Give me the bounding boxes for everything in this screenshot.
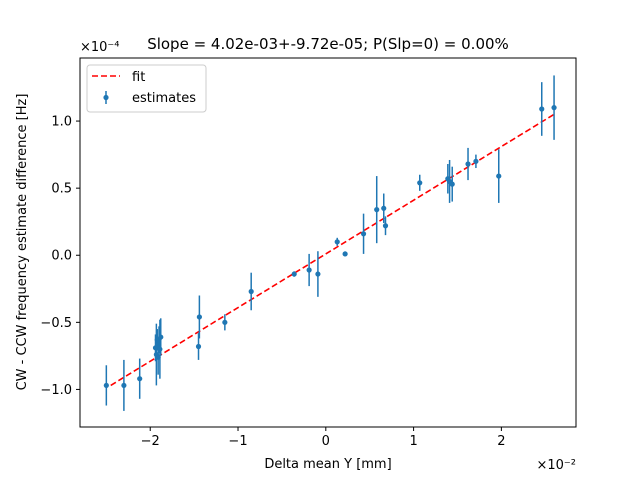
x-axis-ticks: −2 −1 0 1 2 — [141, 427, 506, 449]
x-axis-offset-label: ×10⁻² — [536, 458, 576, 473]
estimate-point — [291, 271, 297, 277]
estimate-point — [222, 319, 228, 325]
y-tick-label: −0.5 — [40, 316, 72, 331]
plot-area — [80, 58, 576, 427]
estimate-point — [121, 382, 127, 389]
estimate-point — [382, 223, 389, 229]
estimate-point — [196, 314, 202, 320]
y-axis-label: CW - CCW frequency estimate difference [… — [15, 94, 30, 391]
y-axis-ticks: −1.0 −0.5 0.0 0.5 1.0 — [40, 115, 80, 398]
x-axis-label: Delta mean Y [mm] — [264, 457, 391, 472]
estimate-point — [137, 376, 143, 382]
fit-line-layer — [110, 113, 555, 387]
estimate-point — [417, 180, 423, 186]
legend: fit estimates — [86, 64, 207, 113]
fit-line — [110, 113, 555, 387]
chart-title: Slope = 4.02e-03+-9.72e-05; P(Slp=0) = 0… — [147, 35, 509, 53]
y-tick-label: 0.0 — [51, 249, 72, 264]
x-tick-label: 1 — [409, 434, 417, 449]
estimate-point — [195, 343, 202, 350]
estimate-point — [449, 181, 455, 187]
x-tick-label: −1 — [228, 434, 247, 449]
estimate-point — [315, 271, 321, 277]
estimate-point — [381, 205, 387, 211]
estimate-point — [551, 105, 557, 111]
x-tick-label: 2 — [497, 434, 505, 449]
estimate-point — [306, 267, 312, 273]
y-tick-label: −1.0 — [40, 383, 72, 398]
estimate-point — [374, 207, 380, 213]
estimate-point — [360, 231, 367, 237]
x-tick-label: 0 — [322, 434, 330, 449]
estimate-point — [157, 346, 163, 352]
y-tick-label: 0.5 — [51, 182, 72, 197]
y-axis-offset-label: ×10⁻⁴ — [80, 40, 120, 55]
estimate-point — [103, 382, 109, 389]
legend-estimates-label: estimates — [132, 91, 196, 106]
estimate-point — [248, 288, 254, 295]
estimate-point — [496, 173, 502, 179]
plot-frame — [79, 57, 577, 428]
legend-box — [86, 64, 207, 113]
x-tick-label: −2 — [141, 434, 160, 449]
estimate-point — [473, 158, 479, 164]
estimates-layer — [103, 75, 557, 411]
legend-fit-label: fit — [132, 70, 145, 85]
estimate-point — [465, 161, 471, 167]
estimate-point — [539, 106, 545, 112]
estimate-point — [158, 334, 164, 340]
estimate-point — [342, 251, 348, 257]
estimate-point — [334, 239, 340, 245]
y-tick-label: 1.0 — [51, 115, 72, 130]
legend-estimates-marker — [103, 94, 109, 101]
